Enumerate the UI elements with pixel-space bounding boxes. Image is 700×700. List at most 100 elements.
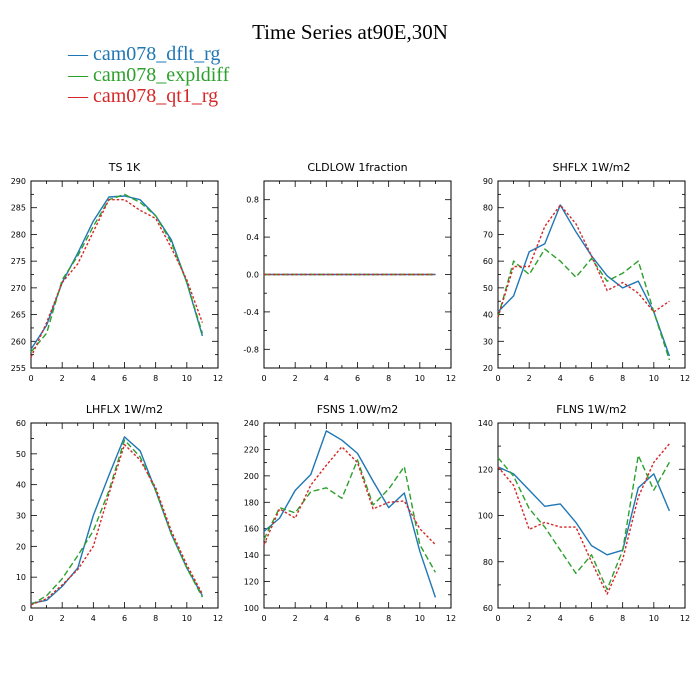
plot-frame [497,180,686,369]
y-tick-label: 260 [11,337,26,346]
x-tick-label: 12 [446,374,456,383]
chart-panel: FSNS 1.0W/m2 0 2 4 6 8 10 12 100 120 140 160 180 200 2… [244,403,456,623]
x-tick-label: 0 [28,374,33,383]
y-tick-label: 255 [11,364,26,373]
y-tick-label: 60 [483,257,493,266]
y-tick-label: 20 [16,542,26,551]
chart-panel: FLNS 1W/m2 0 2 4 6 8 10 12 60 80 100 120 140 [478,403,690,623]
x-tick-label: 8 [153,374,158,383]
y-tick-label: 160 [244,525,259,534]
y-tick-label: 100 [244,604,259,613]
legend-label: cam078_dflt_rg [93,43,221,65]
legend-label: cam078_qt1_rg [93,85,219,107]
x-tick-label: 8 [620,614,625,623]
x-tick-label: 10 [649,614,659,623]
legend-label: cam078_expldiff [93,64,230,86]
y-tick-label: 280 [11,230,26,239]
x-tick-label: 0 [28,614,33,623]
x-tick-label: 4 [91,614,96,623]
series-line-cam078-dflt-rg [30,195,204,350]
y-tick-label: 60 [16,419,26,428]
y-tick-label: 285 [11,204,26,213]
chart-title: FLNS 1W/m2 [556,403,626,416]
x-tick-label: 8 [386,374,391,383]
series-line-cam078-qt1-rg [497,443,670,595]
series-line-cam078-qt1-rg [30,198,204,358]
y-tick-label: 40 [483,311,493,320]
series-line-cam078-qt1-rg [263,446,436,546]
x-tick-label: 10 [415,374,425,383]
chart-panel: TS 1K 0 2 4 6 8 10 12 255 260 265 270 275 280 285 290 [11,161,223,383]
x-tick-label: 8 [386,614,391,623]
y-tick-label: 275 [11,257,26,266]
legend-item-qt1: — cam078_qt1_rg [68,86,229,107]
chart-title: CLDLOW 1fraction [307,161,407,174]
legend-item-dflt: — cam078_dflt_rg [68,44,229,65]
y-tick-label: -0.8 [243,345,259,354]
y-tick-label: 30 [483,337,493,346]
y-tick-label: 80 [483,204,493,213]
x-tick-label: 12 [680,614,690,623]
chart-title: SHFLX 1W/m2 [552,161,630,174]
x-tick-label: 4 [324,614,329,623]
plot-frame [497,422,686,609]
x-tick-label: 10 [649,374,659,383]
x-tick-label: 0 [495,374,500,383]
legend-item-expldiff: — cam078_expldiff [68,65,229,86]
x-tick-label: 6 [122,374,127,383]
y-tick-label: 40 [16,481,26,490]
y-tick-label: 70 [483,230,493,239]
x-tick-label: 2 [60,614,65,623]
x-tick-label: 12 [213,374,223,383]
y-tick-label: 60 [483,604,493,613]
series-line-cam078-expldiff [263,459,437,573]
series-line-cam078-dflt-rg [263,430,437,598]
y-tick-label: 120 [244,578,259,587]
y-tick-label: 270 [11,284,26,293]
x-tick-label: 10 [182,374,192,383]
legend-line-icon: — [68,64,93,86]
x-tick-label: 2 [293,374,298,383]
y-tick-label: 50 [16,450,26,459]
chart-panel: LHFLX 1W/m2 0 2 4 6 8 10 12 0 10 20 30 40 50 60 [16,403,223,623]
series-line-cam078-expldiff [30,193,204,353]
x-tick-label: 4 [91,374,96,383]
x-tick-label: 0 [261,374,266,383]
x-tick-label: 10 [415,614,425,623]
y-tick-label: 0 [21,604,26,613]
x-tick-label: 4 [558,374,563,383]
x-tick-label: 0 [261,614,266,623]
y-tick-label: 240 [244,419,259,428]
y-tick-label: 0.4 [246,233,259,242]
series-line-cam078-dflt-rg [30,436,204,605]
series-line-cam078-dflt-rg [497,204,671,357]
x-tick-label: 2 [293,614,298,623]
x-tick-label: 6 [589,614,594,623]
y-tick-label: 120 [478,465,493,474]
y-tick-label: 100 [478,512,493,521]
plot-frame [263,422,452,609]
x-tick-label: 10 [182,614,192,623]
x-tick-label: 2 [60,374,65,383]
plot-frame [30,422,219,609]
plot-frame [30,180,219,369]
x-tick-label: 2 [527,374,532,383]
x-tick-label: 0 [495,614,500,623]
y-tick-label: 10 [16,573,26,582]
y-tick-label: 20 [483,364,493,373]
series-line-cam078-qt1-rg [30,443,204,606]
chart-panel: CLDLOW 1fraction 0 2 4 6 8 10 12 -0.8 -0.4 0.0 0.4 0… [243,161,456,383]
y-tick-label: 90 [483,177,493,186]
y-tick-label: 220 [244,445,259,454]
legend-line-icon: — [68,43,93,65]
y-tick-label: 50 [483,284,493,293]
y-tick-label: 0.8 [246,196,259,205]
x-tick-label: 12 [446,614,456,623]
y-tick-label: 30 [16,512,26,521]
y-tick-label: 140 [478,419,493,428]
y-tick-label: 140 [244,551,259,560]
chart-title: TS 1K [108,161,141,174]
series-line-cam078-expldiff [497,248,671,361]
x-tick-label: 12 [680,374,690,383]
